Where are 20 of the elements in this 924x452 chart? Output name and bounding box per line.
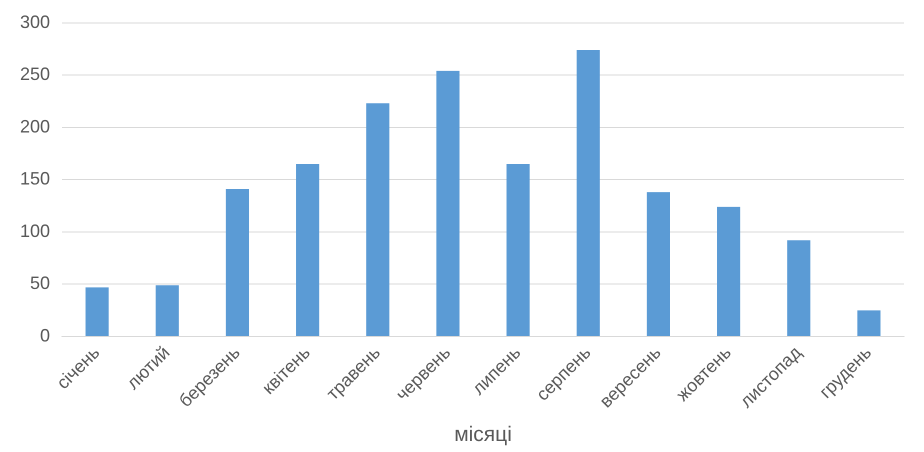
y-tick-label: 150	[20, 168, 50, 189]
bar	[366, 103, 390, 336]
bar	[86, 287, 109, 336]
x-axis-title: місяці	[454, 423, 512, 446]
y-tick-label: 100	[20, 220, 50, 241]
bar	[646, 192, 670, 336]
y-tick-label: 0	[40, 325, 50, 346]
bar	[226, 189, 250, 336]
y-tick-label: 50	[30, 273, 50, 294]
bar	[717, 206, 740, 336]
y-tick-label: 200	[20, 116, 50, 136]
bar	[506, 164, 530, 336]
y-tick-label: 300	[20, 12, 50, 32]
bar	[787, 240, 810, 336]
y-tick-label: 250	[20, 64, 50, 84]
bar	[296, 164, 320, 336]
bar	[156, 285, 179, 336]
bar	[436, 70, 460, 336]
bar	[576, 50, 600, 336]
bar	[857, 310, 880, 336]
